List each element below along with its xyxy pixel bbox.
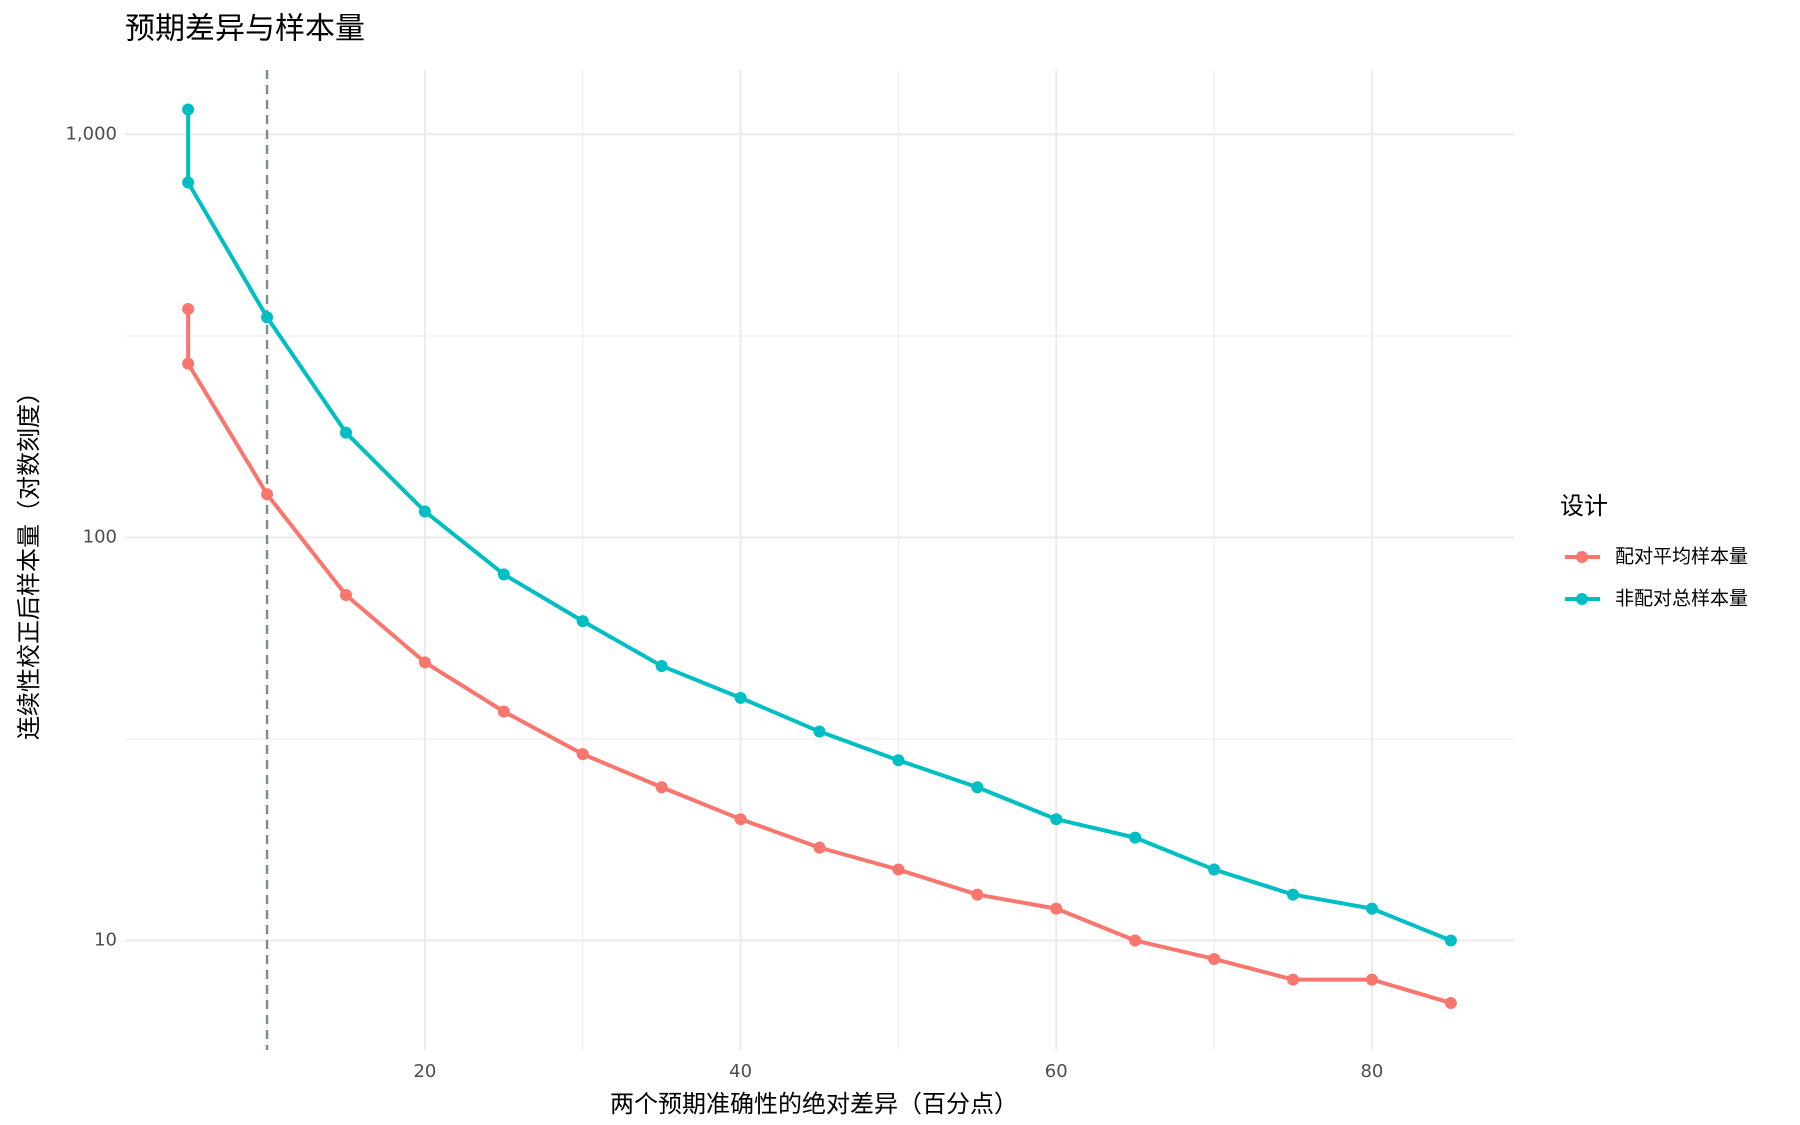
data-point [576, 615, 589, 628]
data-point [655, 659, 668, 672]
data-point [892, 863, 905, 876]
series-line [186, 308, 1452, 1005]
data-point [813, 841, 826, 854]
legend-title: 设计 [1560, 492, 1608, 520]
data-point [1129, 934, 1142, 947]
data-point [1050, 902, 1063, 915]
legend-label: 非配对总样本量 [1615, 588, 1748, 610]
data-point [1208, 863, 1221, 876]
data-point [576, 748, 589, 761]
data-point [182, 176, 195, 189]
data-point [655, 781, 668, 794]
chart-title: 预期差异与样本量 [125, 12, 365, 47]
y-tick-label: 100 [83, 526, 117, 547]
y-tick-label: 1,000 [65, 123, 117, 144]
data-point [1287, 888, 1300, 901]
data-point [734, 691, 747, 704]
data-point [182, 357, 195, 370]
data-point [892, 754, 905, 767]
data-point [418, 656, 431, 669]
legend-key-point [1576, 593, 1588, 605]
data-point [1129, 831, 1142, 844]
x-tick-label: 20 [413, 1061, 436, 1082]
x-tick-label: 40 [729, 1061, 752, 1082]
data-point [261, 488, 274, 501]
x-axis-title: 两个预期准确性的绝对差异（百分点） [610, 1090, 1018, 1118]
data-point [971, 888, 984, 901]
legend-label: 配对平均样本量 [1615, 546, 1748, 568]
data-point [1444, 934, 1457, 947]
data-point [1050, 813, 1063, 826]
data-point [339, 588, 352, 601]
data-point [497, 568, 510, 581]
series-line [186, 109, 1452, 943]
data-point [1444, 996, 1457, 1009]
data-point [418, 505, 431, 518]
data-point [1365, 973, 1378, 986]
data-point [497, 705, 510, 718]
data-point [734, 813, 747, 826]
data-point [261, 311, 274, 324]
data-point [1208, 952, 1221, 965]
data-point [339, 426, 352, 439]
x-tick-label: 80 [1360, 1061, 1383, 1082]
legend-key-point [1576, 551, 1588, 563]
y-axis-title: 连续性校正后样本量（对数刻度） [15, 380, 43, 740]
data-point [971, 781, 984, 794]
data-point [813, 725, 826, 738]
data-point [182, 103, 195, 116]
data-point [182, 302, 195, 315]
data-point [1365, 902, 1378, 915]
x-tick-label: 60 [1045, 1061, 1068, 1082]
y-tick-label: 10 [94, 930, 117, 951]
data-point [1287, 973, 1300, 986]
